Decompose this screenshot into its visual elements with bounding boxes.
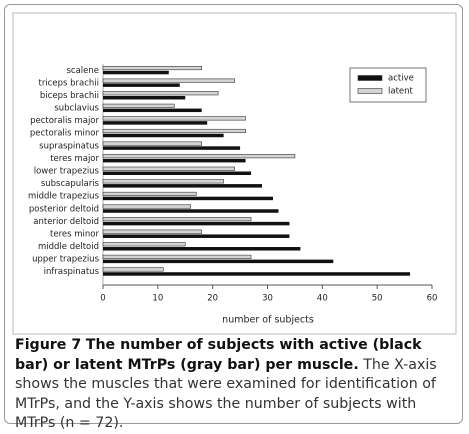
bar: [102, 128, 246, 134]
bar: [103, 108, 202, 113]
bar: [103, 95, 186, 100]
legend-box: [349, 67, 427, 103]
bar: [103, 234, 290, 238]
bar: [103, 70, 169, 75]
bar: [102, 103, 175, 108]
bar: [103, 158, 246, 163]
y-tick-label: upper trapezius: [32, 255, 99, 265]
bar: [102, 204, 192, 209]
caption-text: The X-axis shows the muscles that were e…: [15, 356, 437, 432]
bar: [102, 116, 246, 121]
bar: [102, 166, 235, 171]
x-tick-label: 30: [262, 294, 273, 304]
bar: [103, 259, 334, 264]
bar: [103, 184, 263, 188]
bar: [103, 272, 411, 276]
x-tick-label: 50: [372, 294, 383, 304]
bar: [103, 83, 180, 87]
bar: [102, 267, 164, 272]
x-axis-label: number of subjects: [222, 315, 314, 326]
y-tick-label: infraspinatus: [44, 267, 100, 277]
bar: [102, 217, 252, 222]
caption-period: .: [353, 356, 359, 373]
y-tick-label: pectoralis major: [30, 116, 99, 126]
y-tick-label: scalene: [66, 66, 99, 76]
bar: [102, 78, 235, 83]
x-tick-label: 0: [100, 294, 105, 304]
bar: [102, 65, 202, 71]
y-tick-label: middle trapezius: [28, 192, 100, 202]
y-tick-label: supraspinatus: [39, 141, 99, 151]
y-tick-label: pectoralis minor: [30, 129, 100, 139]
caption-label: Figure 7: [15, 337, 82, 353]
chart-frame: [12, 12, 457, 335]
bar: [102, 229, 202, 234]
x-tick-label: 40: [317, 294, 328, 304]
y-tick-label: biceps brachii: [40, 91, 99, 101]
y-tick-label: anterior deltoid: [33, 217, 99, 227]
figure-frame: [4, 4, 463, 424]
bar: [103, 247, 301, 251]
bar: [102, 154, 296, 159]
bar: [102, 254, 252, 259]
bar: [102, 242, 186, 247]
y-tick-label: posterior deltoid: [29, 204, 99, 214]
legend-label: active: [388, 74, 414, 84]
x-tick-label: 60: [427, 294, 438, 304]
y-tick-label: middle deltoid: [38, 242, 99, 252]
chart: number of subjects 0 10 20 30 40 50 60 scalene t…: [12, 12, 457, 335]
caption: Figure 7 The number of subjects with act…: [15, 336, 455, 434]
bar: [103, 196, 273, 201]
bar: [103, 221, 290, 226]
x-tick-label: 20: [207, 294, 218, 304]
bar: [103, 146, 241, 150]
bar: [103, 171, 252, 175]
y-tick-label: teres major: [50, 154, 99, 164]
bar: [102, 91, 219, 96]
bar: [102, 141, 202, 146]
legend-swatch: [357, 75, 383, 81]
caption-title: The number of subjects with active (blac…: [15, 337, 422, 373]
x-tick-label: 10: [152, 294, 163, 304]
y-tick-label: subclavius: [54, 104, 99, 114]
y-tick-label: subscapularis: [41, 179, 100, 189]
y-tick-label: lower trapezius: [34, 167, 100, 177]
y-tick-label: triceps brachii: [38, 78, 99, 88]
legend-swatch: [357, 88, 383, 94]
bar: [102, 179, 224, 184]
bar: [103, 121, 208, 125]
legend-label: latent: [388, 87, 414, 97]
bar: [103, 209, 279, 213]
bar: [102, 191, 197, 196]
bar: [103, 133, 224, 138]
y-tick-label: teres minor: [50, 229, 99, 239]
